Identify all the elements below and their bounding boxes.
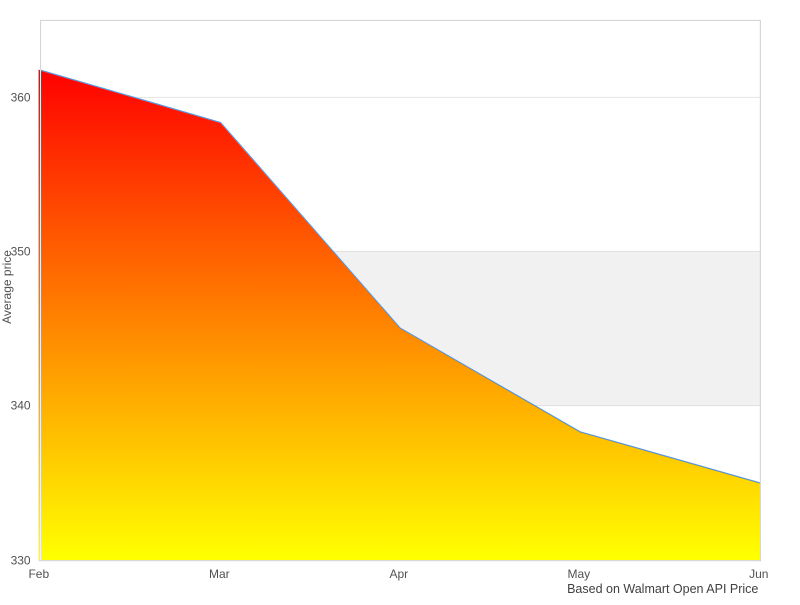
svg-text:May: May bbox=[567, 567, 590, 581]
svg-text:350: 350 bbox=[11, 244, 31, 258]
svg-text:Jun: Jun bbox=[749, 567, 768, 581]
svg-text:Mar: Mar bbox=[209, 567, 230, 581]
svg-text:Average price: Average price bbox=[0, 250, 14, 324]
svg-text:Apr: Apr bbox=[389, 567, 408, 581]
svg-text:Based on Walmart Open API Pric: Based on Walmart Open API Price bbox=[567, 582, 758, 596]
svg-text:Feb: Feb bbox=[28, 567, 49, 581]
svg-text:360: 360 bbox=[11, 90, 31, 104]
svg-text:340: 340 bbox=[11, 399, 31, 413]
svg-text:330: 330 bbox=[11, 554, 31, 568]
